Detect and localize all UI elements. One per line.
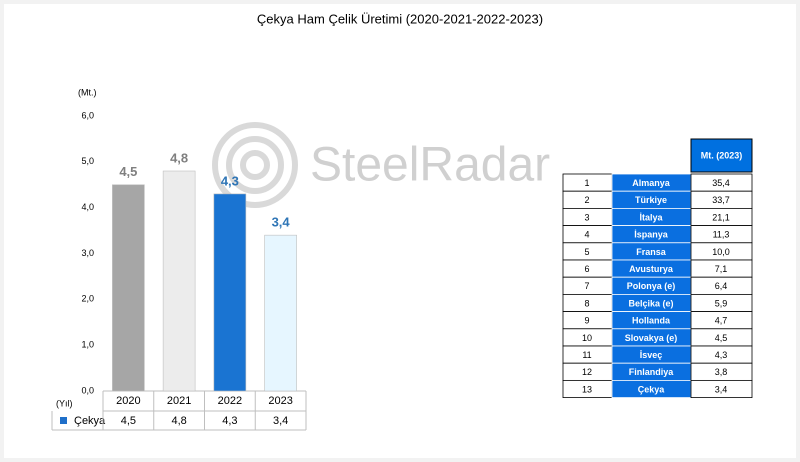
table-value: 4,5 xyxy=(715,333,728,343)
table-value: 7,1 xyxy=(715,264,728,274)
data-label: 4,5 xyxy=(119,164,137,179)
table-country: Almanya xyxy=(632,178,671,188)
y-tick-label: 2,0 xyxy=(81,294,94,304)
table-rank: 13 xyxy=(582,384,592,394)
bar xyxy=(112,184,145,392)
table-country: Finlandiya xyxy=(629,367,675,377)
table-value: 4,3 xyxy=(715,350,728,360)
y-axis-label: (Mt.) xyxy=(78,87,97,97)
table-value: 11,3 xyxy=(713,230,730,240)
table-rank: 11 xyxy=(582,350,591,360)
data-label: 3,4 xyxy=(272,215,291,230)
table-country: Avusturya xyxy=(629,264,674,274)
table-rank: 8 xyxy=(584,298,589,308)
table-value: 4,5 xyxy=(121,415,136,427)
table-value: 35,4 xyxy=(712,178,730,188)
table-country: İtalya xyxy=(639,212,663,222)
table-country: Hollanda xyxy=(632,316,671,326)
table-rank: 4 xyxy=(584,230,589,240)
table-country: Fransa xyxy=(636,247,667,257)
table-country: İsveç xyxy=(640,350,663,360)
table-value: 3,4 xyxy=(715,384,728,394)
table-value: 6,4 xyxy=(715,281,728,291)
bar xyxy=(264,234,297,392)
table-rank: 10 xyxy=(582,333,592,343)
table-value: 4,8 xyxy=(171,415,186,427)
y-tick-label: 5,0 xyxy=(81,156,94,166)
data-label: 4,3 xyxy=(221,173,239,188)
x-tick-label: 2023 xyxy=(268,395,292,407)
x-tick-label: 2020 xyxy=(116,395,140,407)
x-tick-label: 2021 xyxy=(167,395,191,407)
table-country: Belçika (e) xyxy=(628,298,673,308)
legend-swatch xyxy=(60,417,67,424)
table-value: 5,9 xyxy=(715,298,728,308)
table-country: Çekya xyxy=(638,384,666,394)
y-tick-label: 0,0 xyxy=(81,385,94,395)
table-rank: 12 xyxy=(582,367,592,377)
table-value: 33,7 xyxy=(712,195,730,205)
y-tick-label: 6,0 xyxy=(81,110,94,120)
table-value: 3,4 xyxy=(273,415,288,427)
x-axis-label: (Yıl) xyxy=(56,398,73,408)
table-value: 21,1 xyxy=(712,212,730,222)
data-label: 4,8 xyxy=(170,150,188,165)
table-country: Slovakya (e) xyxy=(625,333,678,343)
table-value: 4,7 xyxy=(715,316,728,326)
table-country: Türkiye xyxy=(635,195,667,205)
table-header: Mt. (2023) xyxy=(701,150,743,160)
x-tick-label: 2022 xyxy=(218,395,242,407)
table-header-cell xyxy=(690,138,753,173)
bar xyxy=(213,193,247,392)
legend-label: Çekya xyxy=(74,415,106,427)
table-rank: 9 xyxy=(584,316,589,326)
y-tick-label: 4,0 xyxy=(81,202,94,212)
table-rank: 1 xyxy=(584,178,589,188)
table-value: 4,3 xyxy=(222,415,237,427)
bar xyxy=(162,170,196,392)
table-rank: 6 xyxy=(584,264,589,274)
table-rank: 2 xyxy=(584,195,589,205)
watermark-logo xyxy=(212,122,298,208)
y-tick-label: 1,0 xyxy=(81,340,94,350)
chart-title: Çekya Ham Çelik Üretimi (2020-2021-2022-… xyxy=(257,11,543,26)
table-value: 3,8 xyxy=(715,367,728,377)
table-country: Polonya (e) xyxy=(627,281,676,291)
y-tick-label: 3,0 xyxy=(81,248,94,258)
table-rank: 3 xyxy=(584,212,589,222)
table-value: 10,0 xyxy=(712,247,730,257)
table-rank: 5 xyxy=(584,247,589,257)
table-cell xyxy=(690,379,753,398)
table-country: İspanya xyxy=(634,230,669,240)
table-rank: 7 xyxy=(584,281,589,291)
watermark: SteelRadar xyxy=(310,139,550,192)
